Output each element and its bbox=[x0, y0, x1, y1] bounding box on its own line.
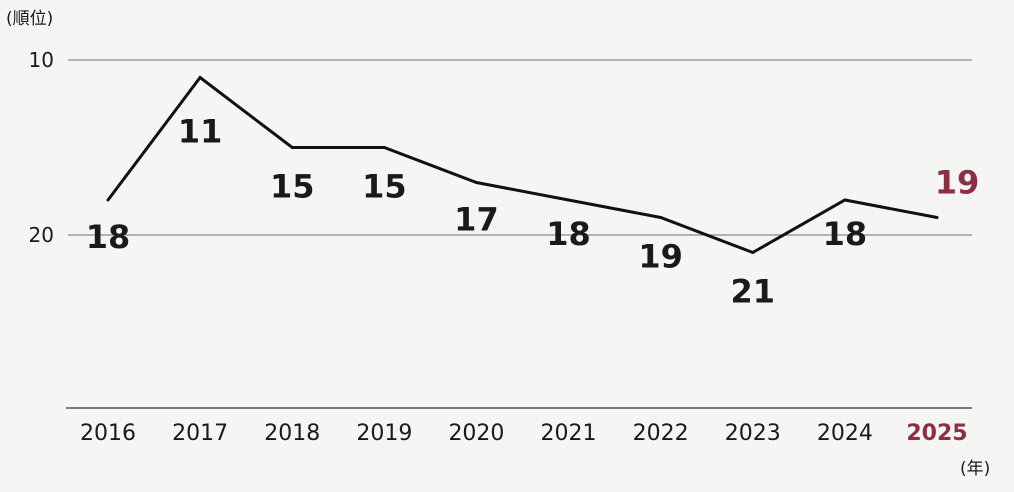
data-label-2017: 11 bbox=[178, 113, 223, 151]
x-tick-label-2024: 2024 bbox=[817, 421, 873, 446]
data-point bbox=[106, 198, 110, 202]
x-axis-label: (年) bbox=[960, 459, 990, 479]
x-tick-label-2021: 2021 bbox=[541, 421, 597, 446]
x-tick-layer: 2016 2017 2018 2019 2020 2021 2022 2023 2024 2025 bbox=[80, 421, 968, 446]
x-tick-label-2016: 2016 bbox=[80, 421, 136, 446]
x-tick-label-2017: 2017 bbox=[172, 421, 228, 446]
y-axis-label: (順位) bbox=[6, 9, 53, 29]
data-label-2016: 18 bbox=[86, 218, 131, 256]
data-label-2022: 19 bbox=[638, 238, 683, 276]
x-tick-label-2019: 2019 bbox=[356, 421, 412, 446]
x-tick-label-2018: 2018 bbox=[264, 421, 320, 446]
data-label-2021: 18 bbox=[546, 215, 591, 253]
data-label-2025: 19 bbox=[935, 164, 980, 202]
data-point bbox=[659, 216, 663, 219]
label-layer: 18 11 15 15 17 18 19 21 18 19 bbox=[86, 113, 980, 311]
data-point bbox=[843, 198, 847, 202]
x-tick-label-2020: 2020 bbox=[448, 421, 504, 446]
data-label-2023: 21 bbox=[731, 273, 776, 311]
data-point bbox=[567, 198, 571, 202]
data-point bbox=[935, 216, 939, 219]
rank-series-line bbox=[106, 75, 938, 255]
y-tick-label: 10 bbox=[29, 48, 54, 72]
x-tick-label-2023: 2023 bbox=[725, 421, 781, 446]
grid-layer: 10 20 bbox=[29, 48, 972, 409]
x-tick-label-2025: 2025 bbox=[906, 421, 967, 446]
data-label-2019: 15 bbox=[362, 168, 407, 206]
line-layer bbox=[106, 75, 939, 255]
data-point bbox=[198, 76, 202, 79]
data-label-2018: 15 bbox=[270, 168, 315, 206]
y-tick-label: 20 bbox=[29, 223, 54, 247]
data-point bbox=[474, 181, 478, 184]
data-point bbox=[751, 251, 755, 254]
data-label-2020: 17 bbox=[454, 201, 499, 239]
x-tick-label-2022: 2022 bbox=[633, 421, 689, 446]
data-point bbox=[382, 146, 386, 149]
data-label-2024: 18 bbox=[823, 215, 868, 253]
data-point bbox=[290, 146, 294, 149]
